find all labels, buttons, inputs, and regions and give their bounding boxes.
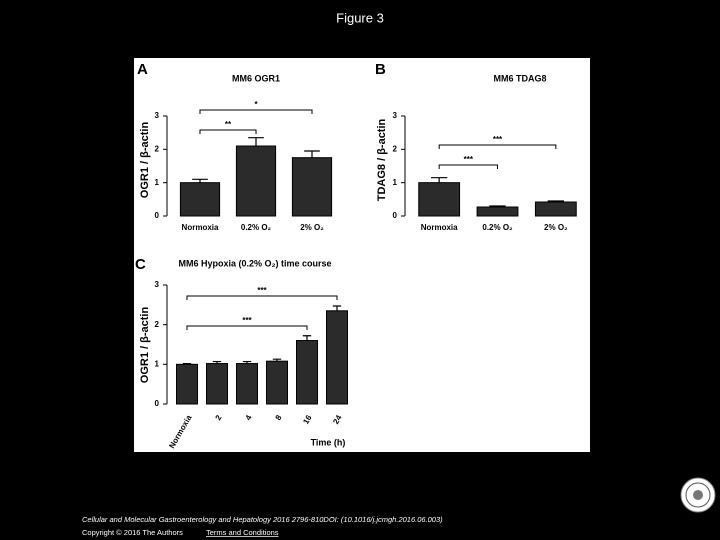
significance-label: * [254,100,258,109]
slide-title: Figure 3 [336,10,384,25]
y-axis-label: TDAG8 / β-actin [376,118,388,201]
significance-label: *** [242,316,252,325]
error-bar [547,200,564,202]
error-bar [431,177,448,183]
chart-title: MM6 Hypoxia (0.2% O₂) time course [178,258,331,268]
x-tick-label: 8 [274,413,284,422]
bar [326,310,348,405]
significance-bracket [438,144,557,149]
bar [296,340,318,405]
x-axis-label: Time (h) [311,437,346,447]
x-tick-label: 0.2% O₂ [241,223,272,232]
bar [534,201,577,217]
y-tick-label: 0 [155,399,160,408]
x-tick-label: 2% O₂ [544,223,568,232]
x-tick-label: 4 [244,413,254,422]
y-tick-label: 2 [155,320,160,329]
y-tick-label: 0 [393,211,398,220]
x-tick-label: 0.2% O₂ [482,223,513,232]
bar [235,145,277,217]
y-axis-label: OGR1 / β-actin [139,122,151,199]
error-bar [304,150,320,158]
y-tick-label: 2 [393,144,398,153]
significance-bracket [438,164,498,169]
copyright: Copyright © 2016 The Authors [82,528,183,537]
chart-title: MM6 TDAG8 [493,73,546,83]
error-bar [182,362,192,365]
significance-bracket [186,295,338,300]
y-tick-label: 3 [155,280,160,289]
significance-bracket [186,325,308,330]
panel-letter: C [135,256,146,273]
bar [418,182,461,217]
error-bar [489,205,506,207]
panel-letter: A [137,61,148,78]
error-bar [248,137,264,146]
significance-label: ** [225,120,232,129]
terms-link[interactable]: Terms and Conditions [206,528,279,537]
y-tick-label: 2 [155,144,160,153]
significance-label: *** [257,286,267,295]
citation: Cellular and Molecular Gastroenterology … [82,515,443,524]
y-tick-label: 1 [155,178,160,187]
significance-bracket [199,109,313,114]
error-bar [302,335,312,341]
bar [206,363,228,405]
error-bar [212,360,222,364]
x-tick-label: 2% O₂ [300,223,324,232]
y-tick-label: 0 [155,211,160,220]
error-bar [192,178,208,183]
x-tick-label: Normoxia [421,223,458,232]
bar [291,157,333,217]
logo [680,477,716,513]
figure-panel [134,58,590,452]
bar [476,206,519,217]
chart-title: MM6 OGR1 [232,73,280,83]
y-tick-label: 1 [155,359,160,368]
significance-label: *** [493,135,503,144]
error-bar [332,305,342,311]
significance-label: *** [464,155,474,164]
bar [176,363,198,405]
y-axis-label: OGR1 / β-actin [139,307,151,384]
panel-letter: B [375,61,386,78]
bar [236,363,258,405]
bar [179,182,221,217]
x-tick-label: 2 [214,413,224,422]
error-bar [272,358,282,362]
y-tick-label: 3 [393,111,398,120]
y-tick-label: 3 [155,111,160,120]
significance-bracket [199,129,257,134]
error-bar [242,360,252,364]
y-tick-label: 1 [393,178,398,187]
bar [266,360,288,405]
x-tick-label: Normoxia [182,223,219,232]
